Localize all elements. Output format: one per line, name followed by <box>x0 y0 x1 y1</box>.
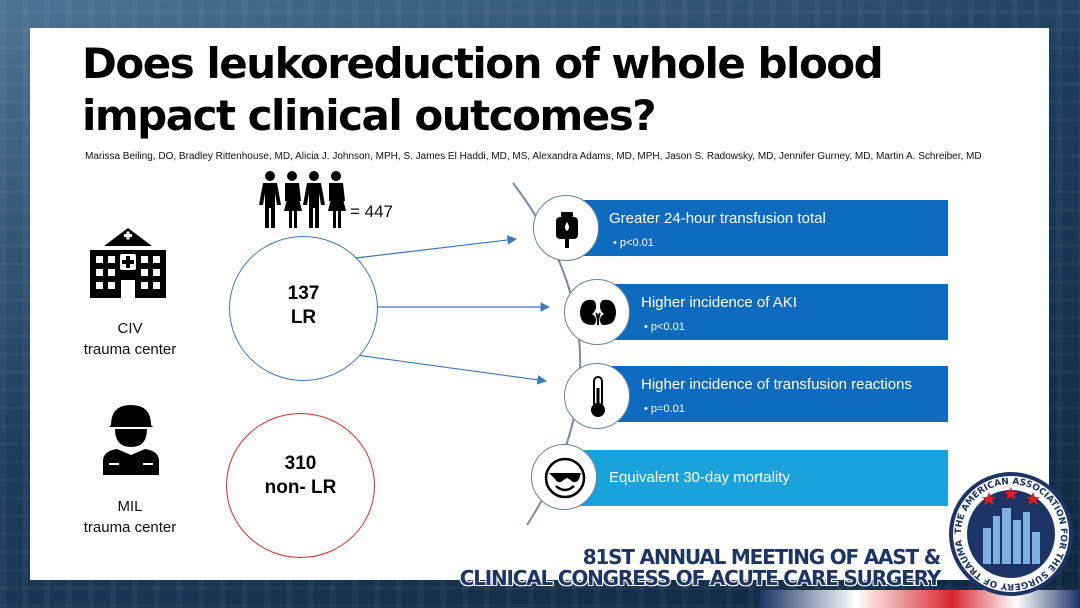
slide-title: Does leukoreduction of whole blood impac… <box>82 39 884 140</box>
non-lr-count: 310 <box>284 453 317 474</box>
lr-group-circle: 137 LR <box>229 236 378 381</box>
civ-center-name: CIV <box>117 320 143 337</box>
lr-label: LR <box>290 307 317 328</box>
mil-center-type: trauma center <box>83 519 177 536</box>
arrow-to-transfusion <box>355 235 517 259</box>
mil-center-label: MIL trauma center <box>60 496 200 538</box>
mil-center-name: MIL <box>117 498 143 515</box>
author-list: Marissa Beiling, DO, Bradley Rittenhouse… <box>85 151 982 162</box>
arrow-to-reactions <box>355 354 547 385</box>
meeting-title-line1: 81ST ANNUAL MEETING OF AAST & <box>582 545 941 569</box>
non-lr-label: non- LR <box>264 477 337 498</box>
soldier-icon <box>103 405 159 475</box>
outcome-icon-circle <box>533 195 599 261</box>
outcome-stat: • p<0.01 <box>644 321 685 333</box>
outcome-bar-aki: Higher incidence of AKI • p<0.01 <box>596 284 948 340</box>
sunglasses-face-icon <box>544 457 586 499</box>
outcome-icon-circle <box>564 279 630 345</box>
outcome-title: Higher incidence of transfusion reaction… <box>641 376 912 393</box>
outcome-stat: • p<0.01 <box>613 237 654 249</box>
outcome-title: Greater 24-hour transfusion total <box>609 210 826 227</box>
iv-blood-bag-icon <box>556 212 578 248</box>
outcome-title: Equivalent 30-day mortality <box>609 469 790 486</box>
hospital-icon <box>90 228 166 298</box>
outcome-bar-reactions: Higher incidence of transfusion reaction… <box>596 366 948 422</box>
people-group-icon <box>259 171 346 228</box>
meeting-title-line2: CLINICAL CONGRESS OF ACUTE CARE SURGERY <box>459 566 941 590</box>
outcome-icon-circle <box>564 363 630 429</box>
outcome-bar-mortality: Equivalent 30-day mortality <box>565 450 948 506</box>
population-total: = 447 <box>350 202 394 221</box>
civ-center-label: CIV trauma center <box>60 318 200 360</box>
outcome-icon-circle <box>531 444 597 510</box>
lr-count: 137 <box>287 283 320 304</box>
aast-seal-logo: THE AMERICAN ASSOCIATION FOR THE SURGERY… <box>949 472 1073 596</box>
non-lr-group-circle: 310 non- LR <box>226 413 375 558</box>
kidneys-icon <box>580 299 616 326</box>
thermometer-icon <box>591 376 605 417</box>
outcome-title: Higher incidence of AKI <box>641 294 797 311</box>
outcome-bar-transfusion: Greater 24-hour transfusion total • p<0.… <box>563 200 948 256</box>
outcome-stat: • p=0.01 <box>644 403 685 415</box>
civ-center-type: trauma center <box>83 341 177 358</box>
